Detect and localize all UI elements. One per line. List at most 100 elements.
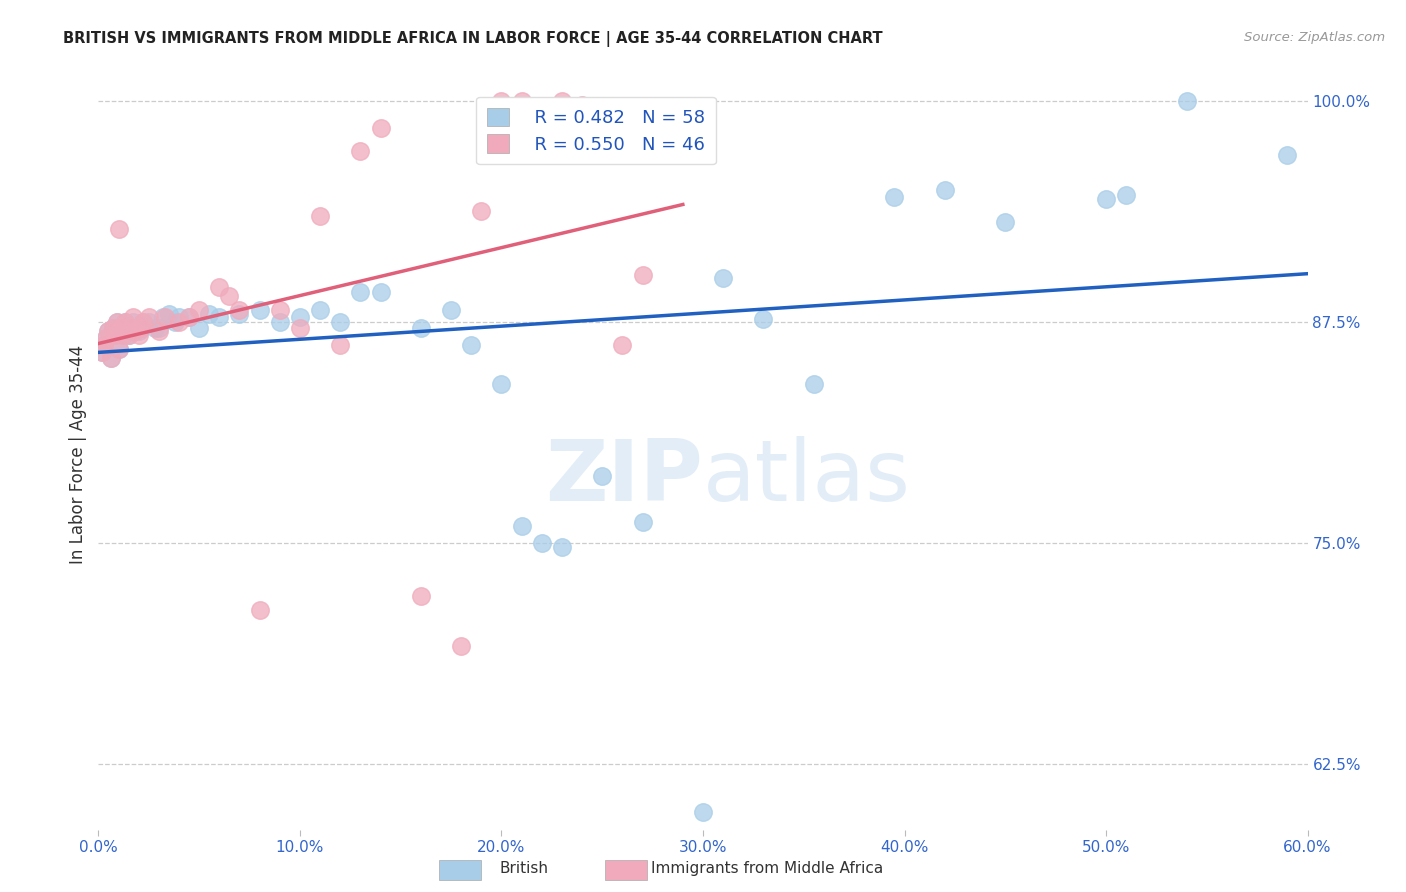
Point	[409, 589, 432, 603]
Point	[97, 324, 120, 338]
Point	[711, 271, 734, 285]
Point	[103, 327, 125, 342]
Point	[218, 289, 240, 303]
Point	[269, 303, 291, 318]
Point	[97, 324, 120, 338]
Point	[510, 95, 533, 109]
Point	[100, 351, 122, 365]
Point	[198, 307, 221, 321]
Point	[105, 315, 128, 329]
Point	[143, 320, 166, 334]
Text: ZIP: ZIP	[546, 436, 703, 519]
Point	[631, 268, 654, 282]
Point	[118, 327, 141, 342]
Point	[329, 338, 352, 352]
Point	[100, 351, 122, 365]
Point	[114, 315, 136, 329]
Point	[114, 315, 136, 329]
Point	[124, 324, 146, 338]
Text: atlas: atlas	[703, 436, 911, 519]
Point	[128, 324, 150, 338]
Point	[309, 303, 332, 318]
Point	[752, 311, 775, 326]
Point	[249, 603, 271, 617]
Point	[510, 518, 533, 533]
Point	[269, 315, 291, 329]
Point	[1175, 95, 1198, 109]
Point	[591, 469, 613, 483]
Point	[612, 338, 634, 352]
Point	[93, 338, 115, 352]
Point	[111, 327, 134, 342]
Point	[138, 310, 160, 324]
Y-axis label: In Labor Force | Age 35-44: In Labor Force | Age 35-44	[69, 345, 87, 565]
Point	[188, 320, 211, 334]
Point	[129, 320, 152, 334]
Point	[179, 310, 201, 324]
Point	[208, 280, 231, 294]
Point	[228, 307, 250, 321]
Point	[530, 536, 553, 550]
Point	[288, 320, 311, 334]
Point	[491, 377, 513, 392]
Point	[157, 307, 180, 321]
Point	[288, 310, 311, 324]
Point	[91, 345, 114, 359]
Point	[121, 315, 143, 329]
Point	[96, 331, 118, 345]
Point	[148, 324, 170, 338]
Point	[1095, 192, 1118, 206]
Point	[551, 540, 574, 554]
Point	[1277, 147, 1299, 161]
Text: Immigrants from Middle Africa: Immigrants from Middle Africa	[651, 862, 883, 876]
Point	[129, 320, 152, 334]
Point	[110, 320, 132, 334]
Point	[370, 120, 392, 135]
Point	[153, 310, 176, 324]
Point	[128, 327, 150, 342]
Point	[132, 315, 155, 329]
Point	[491, 95, 513, 109]
Point	[934, 183, 956, 197]
Text: BRITISH VS IMMIGRANTS FROM MIDDLE AFRICA IN LABOR FORCE | AGE 35-44 CORRELATION : BRITISH VS IMMIGRANTS FROM MIDDLE AFRICA…	[63, 31, 883, 47]
Point	[571, 98, 593, 112]
Point	[692, 805, 714, 819]
Point	[101, 320, 124, 334]
Point	[370, 285, 392, 300]
Point	[409, 320, 432, 334]
Point	[329, 315, 352, 329]
Point	[188, 303, 211, 318]
Point	[349, 144, 371, 158]
Point	[208, 310, 231, 324]
Point	[124, 324, 146, 338]
Point	[167, 315, 190, 329]
Point	[179, 310, 201, 324]
Point	[111, 327, 134, 342]
Point	[93, 338, 115, 352]
Point	[551, 95, 574, 109]
Point	[138, 315, 160, 329]
Point	[91, 345, 114, 359]
Point	[107, 221, 129, 235]
Point	[249, 303, 271, 318]
Point	[107, 342, 129, 356]
Point	[103, 327, 125, 342]
Point	[163, 315, 186, 329]
Point	[152, 310, 174, 324]
Point	[470, 204, 492, 219]
Point	[228, 303, 250, 318]
Point	[309, 210, 332, 224]
Point	[120, 320, 142, 334]
Point	[121, 310, 143, 324]
Point	[1115, 188, 1137, 202]
Point	[105, 315, 128, 329]
Point	[96, 331, 118, 345]
Point	[450, 639, 472, 653]
Point	[120, 320, 142, 334]
Point	[132, 315, 155, 329]
Point	[118, 327, 141, 342]
Point	[349, 285, 371, 300]
Point	[101, 320, 124, 334]
Point	[440, 303, 463, 318]
Point	[883, 190, 905, 204]
